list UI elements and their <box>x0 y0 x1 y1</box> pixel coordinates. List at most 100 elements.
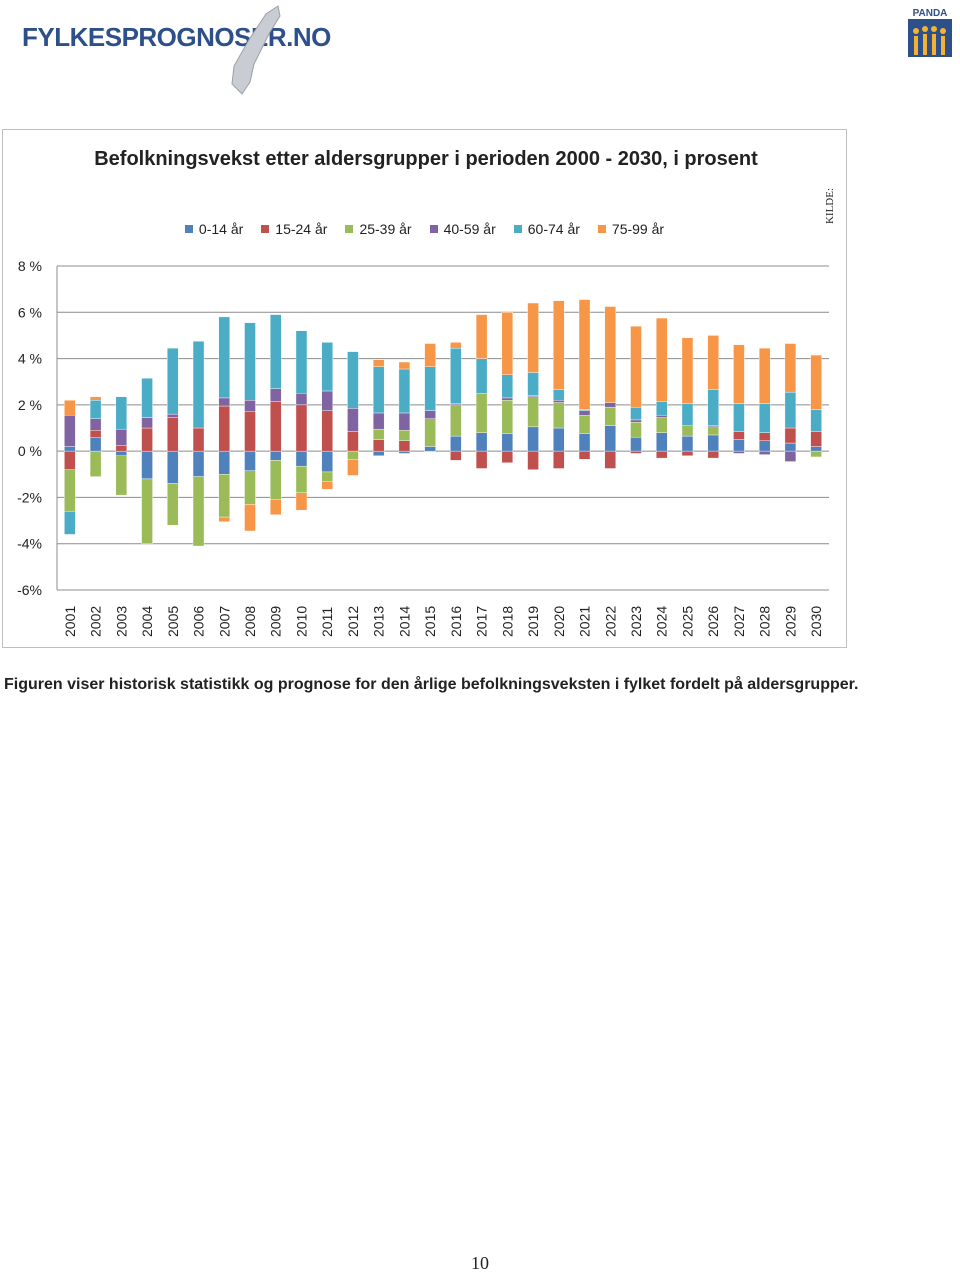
bar-segment <box>270 401 282 452</box>
x-tick-label: 2022 <box>602 606 618 637</box>
bar-segment <box>784 391 797 429</box>
bar-segment <box>347 408 359 432</box>
bar-segment <box>218 450 230 475</box>
bar-segment <box>630 422 642 438</box>
bar-segment <box>656 417 668 433</box>
bar-segment <box>398 412 411 431</box>
bar-segment <box>604 306 616 403</box>
bar-segment <box>681 403 694 426</box>
x-tick-label: 2006 <box>191 606 207 637</box>
x-tick-label: 2014 <box>396 606 412 637</box>
badge-text: PANDA <box>912 8 948 19</box>
y-tick-label: -4% <box>17 536 42 552</box>
x-tick-label: 2011 <box>319 607 335 637</box>
bar-segment <box>758 403 771 433</box>
bar-segment <box>115 450 128 456</box>
legend-label: 25-39 år <box>359 221 412 237</box>
bar-segment <box>192 476 205 547</box>
bar-segment <box>218 516 230 522</box>
bar-segment <box>141 450 153 480</box>
bar-segment <box>450 450 462 461</box>
bar-segment <box>295 393 308 406</box>
legend-swatch <box>597 225 606 233</box>
bar-segment <box>270 450 282 461</box>
bar-segment <box>810 354 822 410</box>
bar-segment <box>244 450 256 472</box>
bar-segment <box>758 450 771 455</box>
x-tick-label: 2019 <box>525 606 541 637</box>
bar-segment <box>810 446 822 452</box>
bar-segment <box>398 450 411 454</box>
bar-segment <box>244 411 256 452</box>
x-tick-label: 2007 <box>216 606 232 637</box>
x-tick-label: 2030 <box>808 606 824 637</box>
logo-map <box>231 5 281 95</box>
bar-segment <box>218 474 230 518</box>
bar-segment <box>347 459 359 476</box>
bar-segment <box>656 432 668 452</box>
y-tick-label: 6 % <box>18 304 42 320</box>
bar-segment <box>347 450 359 460</box>
legend: 0-14 år 15-24 år 25-39 år 40-59 år 60-74 år 7… <box>2 221 847 237</box>
bar-segment <box>707 335 719 391</box>
bar-segment <box>501 397 514 401</box>
x-tick-label: 2008 <box>242 606 258 637</box>
bar-segment <box>270 388 282 402</box>
bar-segment <box>141 427 153 452</box>
bar-segment <box>89 400 102 419</box>
bar-segment <box>347 351 359 409</box>
legend-item: 60-74 år <box>513 221 580 237</box>
bar-segment <box>270 314 282 389</box>
bar-segment <box>707 426 719 436</box>
bar-segment <box>192 341 205 429</box>
y-tick-label: 0 % <box>18 443 42 459</box>
bar-segment <box>372 439 385 452</box>
x-tick-label: 2004 <box>139 606 155 637</box>
legend-item: 40-59 år <box>429 221 496 237</box>
bar-segment <box>167 347 179 415</box>
legend-label: 75-99 år <box>611 221 665 237</box>
bar-segment <box>527 302 539 373</box>
bar-segment <box>321 481 333 490</box>
bar-segment <box>192 450 205 477</box>
x-tick-label: 2024 <box>654 606 670 637</box>
bar-segment <box>475 314 488 359</box>
caption: Figuren viser historisk statistikk og pr… <box>4 676 859 693</box>
bar-segment <box>218 397 230 407</box>
x-tick-label: 2023 <box>628 606 644 637</box>
legend-swatch <box>513 225 522 233</box>
badge: PANDA <box>906 8 954 60</box>
bar-segment <box>398 368 411 414</box>
bar-segment <box>450 404 462 437</box>
x-tick-label: 2021 <box>577 606 593 637</box>
bar-segment <box>64 400 76 416</box>
bar-segment <box>527 450 539 470</box>
bar-segment <box>141 417 153 429</box>
legend-item: 15-24 år <box>261 221 327 237</box>
bar-segment <box>167 417 179 452</box>
chart-frame <box>2 129 847 648</box>
bar-segment <box>89 450 102 477</box>
bar-segment <box>64 415 76 447</box>
bar-segment <box>89 418 102 431</box>
bar-segment <box>604 406 616 426</box>
bar-segment <box>604 450 616 469</box>
bar-segment <box>475 450 488 469</box>
bar-segment <box>784 450 797 462</box>
x-tick-label: 2013 <box>371 606 387 637</box>
bar-segment <box>656 317 668 402</box>
bar-segment <box>784 427 797 444</box>
bar-segment <box>553 300 565 391</box>
chart: -6% -4% -2% 0 % 2 % 4 % 6 % 8 % 2001 2002 2003 2004… <box>17 258 829 637</box>
bar-segment <box>604 402 616 408</box>
bar-segment <box>424 343 436 367</box>
bar-segment <box>321 450 333 473</box>
logo: FYLKESPROGNOSER.NO <box>22 22 331 52</box>
bar-segment <box>424 418 436 447</box>
legend-label: 40-59 år <box>443 221 496 237</box>
x-tick-label: 2015 <box>422 606 438 637</box>
bar-segment <box>321 342 333 392</box>
bar-segment <box>501 374 514 399</box>
bar-segment <box>758 347 771 404</box>
bar-segment <box>450 342 462 349</box>
